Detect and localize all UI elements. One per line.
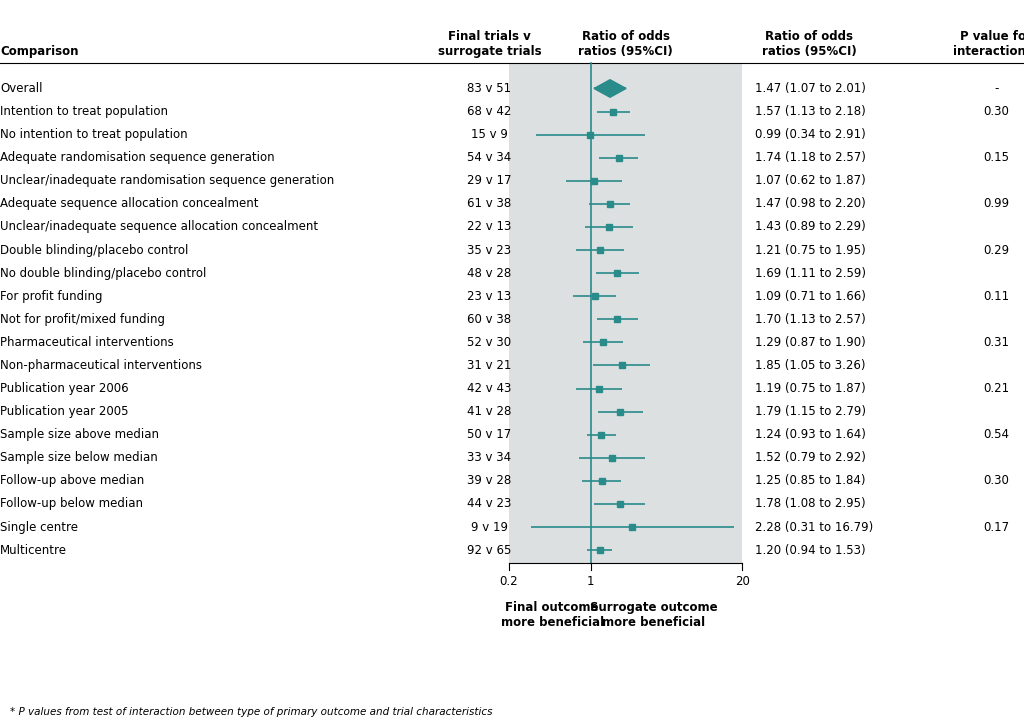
Text: 23 v 13: 23 v 13 <box>467 290 512 303</box>
Text: Pharmaceutical interventions: Pharmaceutical interventions <box>0 336 174 349</box>
Text: 22 v 13: 22 v 13 <box>467 221 512 234</box>
Text: 1.79 (1.15 to 2.79): 1.79 (1.15 to 2.79) <box>755 405 865 418</box>
Text: 0.99 (0.34 to 2.91): 0.99 (0.34 to 2.91) <box>755 128 865 141</box>
Text: 1.24 (0.93 to 1.64): 1.24 (0.93 to 1.64) <box>755 428 865 441</box>
Text: Sample size above median: Sample size above median <box>0 428 159 441</box>
Text: 1.85 (1.05 to 3.26): 1.85 (1.05 to 3.26) <box>755 359 865 372</box>
Text: 1.70 (1.13 to 2.57): 1.70 (1.13 to 2.57) <box>755 313 865 326</box>
Text: -: - <box>994 82 998 95</box>
Text: 61 v 38: 61 v 38 <box>467 197 512 210</box>
Text: 54 v 34: 54 v 34 <box>467 151 512 165</box>
Text: 52 v 30: 52 v 30 <box>467 336 512 349</box>
Text: 48 v 28: 48 v 28 <box>467 266 512 280</box>
Text: Ratio of odds
ratios (95%CI): Ratio of odds ratios (95%CI) <box>579 30 673 58</box>
Text: 0.29: 0.29 <box>983 244 1010 256</box>
Text: Adequate sequence allocation concealment: Adequate sequence allocation concealment <box>0 197 258 210</box>
Text: 35 v 23: 35 v 23 <box>467 244 512 256</box>
Text: No double blinding/placebo control: No double blinding/placebo control <box>0 266 207 280</box>
Text: For profit funding: For profit funding <box>0 290 102 303</box>
Text: Ratio of odds
ratios (95%CI): Ratio of odds ratios (95%CI) <box>762 30 856 58</box>
Text: 68 v 42: 68 v 42 <box>467 105 512 118</box>
Text: 33 v 34: 33 v 34 <box>467 451 512 464</box>
Text: 1.43 (0.89 to 2.29): 1.43 (0.89 to 2.29) <box>755 221 865 234</box>
Text: Overall: Overall <box>0 82 43 95</box>
Text: 0.15: 0.15 <box>983 151 1010 165</box>
Text: 1.29 (0.87 to 1.90): 1.29 (0.87 to 1.90) <box>755 336 865 349</box>
Polygon shape <box>594 79 626 98</box>
Text: 2.28 (0.31 to 16.79): 2.28 (0.31 to 16.79) <box>755 521 872 534</box>
Text: Double blinding/placebo control: Double blinding/placebo control <box>0 244 188 256</box>
Text: 1.47 (0.98 to 2.20): 1.47 (0.98 to 2.20) <box>755 197 865 210</box>
Text: 9 v 19: 9 v 19 <box>471 521 508 534</box>
Text: 0.21: 0.21 <box>983 382 1010 395</box>
Text: 0.54: 0.54 <box>983 428 1010 441</box>
Text: 83 v 51: 83 v 51 <box>467 82 512 95</box>
Text: 0.2: 0.2 <box>500 576 518 588</box>
Text: Final trials v
surrogate trials: Final trials v surrogate trials <box>437 30 542 58</box>
Text: 1.57 (1.13 to 2.18): 1.57 (1.13 to 2.18) <box>755 105 865 118</box>
Text: 1.52 (0.79 to 2.92): 1.52 (0.79 to 2.92) <box>755 451 865 464</box>
Text: 1.25 (0.85 to 1.84): 1.25 (0.85 to 1.84) <box>755 475 865 487</box>
Text: * P values from test of interaction between type of primary outcome and trial ch: * P values from test of interaction betw… <box>10 707 493 717</box>
Text: 20: 20 <box>735 576 750 588</box>
Text: 1: 1 <box>587 576 594 588</box>
Text: 1.47 (1.07 to 2.01): 1.47 (1.07 to 2.01) <box>755 82 865 95</box>
Text: 0.30: 0.30 <box>983 105 1010 118</box>
Text: 1.09 (0.71 to 1.66): 1.09 (0.71 to 1.66) <box>755 290 865 303</box>
Text: Final outcome
more beneficial: Final outcome more beneficial <box>501 601 604 629</box>
Text: 1.19 (0.75 to 1.87): 1.19 (0.75 to 1.87) <box>755 382 865 395</box>
Text: Comparison: Comparison <box>0 44 79 58</box>
Text: Sample size below median: Sample size below median <box>0 451 158 464</box>
Text: 41 v 28: 41 v 28 <box>467 405 512 418</box>
Text: 39 v 28: 39 v 28 <box>467 475 512 487</box>
Text: 0.30: 0.30 <box>983 475 1010 487</box>
Text: 60 v 38: 60 v 38 <box>467 313 512 326</box>
Text: 1.20 (0.94 to 1.53): 1.20 (0.94 to 1.53) <box>755 544 865 557</box>
Text: P value for
interactions*: P value for interactions* <box>953 30 1024 58</box>
Text: 50 v 17: 50 v 17 <box>467 428 512 441</box>
Text: Publication year 2006: Publication year 2006 <box>0 382 129 395</box>
Text: Follow-up below median: Follow-up below median <box>0 497 143 510</box>
Text: 0.99: 0.99 <box>983 197 1010 210</box>
Text: 1.74 (1.18 to 2.57): 1.74 (1.18 to 2.57) <box>755 151 865 165</box>
Text: 29 v 17: 29 v 17 <box>467 174 512 187</box>
Text: 0.11: 0.11 <box>983 290 1010 303</box>
Text: 31 v 21: 31 v 21 <box>467 359 512 372</box>
Text: Publication year 2005: Publication year 2005 <box>0 405 128 418</box>
Text: 1.78 (1.08 to 2.95): 1.78 (1.08 to 2.95) <box>755 497 865 510</box>
Bar <box>509 63 742 563</box>
Text: 15 v 9: 15 v 9 <box>471 128 508 141</box>
Text: 0.17: 0.17 <box>983 521 1010 534</box>
Text: Non-pharmaceutical interventions: Non-pharmaceutical interventions <box>0 359 202 372</box>
Text: 1.21 (0.75 to 1.95): 1.21 (0.75 to 1.95) <box>755 244 865 256</box>
Text: Unclear/inadequate sequence allocation concealment: Unclear/inadequate sequence allocation c… <box>0 221 318 234</box>
Text: Not for profit/mixed funding: Not for profit/mixed funding <box>0 313 165 326</box>
Text: 44 v 23: 44 v 23 <box>467 497 512 510</box>
Text: No intention to treat population: No intention to treat population <box>0 128 187 141</box>
Text: Unclear/inadequate randomisation sequence generation: Unclear/inadequate randomisation sequenc… <box>0 174 334 187</box>
Text: 92 v 65: 92 v 65 <box>467 544 512 557</box>
Text: 1.07 (0.62 to 1.87): 1.07 (0.62 to 1.87) <box>755 174 865 187</box>
Text: 42 v 43: 42 v 43 <box>467 382 512 395</box>
Text: Surrogate outcome
more beneficial: Surrogate outcome more beneficial <box>590 601 718 629</box>
Text: 1.69 (1.11 to 2.59): 1.69 (1.11 to 2.59) <box>755 266 865 280</box>
Text: Single centre: Single centre <box>0 521 78 534</box>
Text: Intention to treat population: Intention to treat population <box>0 105 168 118</box>
Text: Multicentre: Multicentre <box>0 544 67 557</box>
Text: Adequate randomisation sequence generation: Adequate randomisation sequence generati… <box>0 151 274 165</box>
Text: 0.31: 0.31 <box>983 336 1010 349</box>
Text: Follow-up above median: Follow-up above median <box>0 475 144 487</box>
